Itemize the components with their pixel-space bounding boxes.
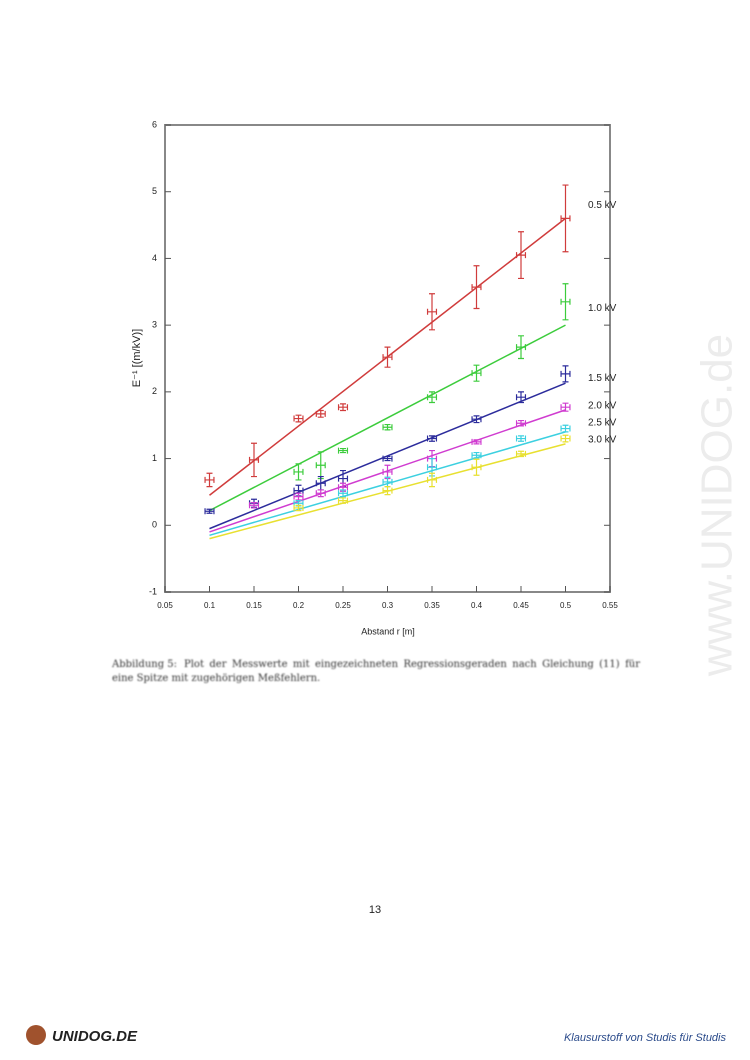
x-tick-label: 0.35 — [424, 601, 440, 610]
x-error-bar — [315, 462, 326, 469]
x-tick-label: 0.15 — [246, 601, 262, 610]
x-error-bar — [337, 404, 349, 411]
x-error-bar — [515, 435, 527, 442]
x-error-bar — [382, 487, 393, 494]
x-error-bar — [204, 476, 215, 483]
x-error-bar — [337, 490, 349, 497]
series-label: 1.0 kV — [588, 303, 617, 314]
x-tick-label: 0.05 — [157, 601, 173, 610]
x-tick-label: 0.2 — [293, 601, 305, 610]
x-error-bar — [204, 508, 215, 515]
regression-line — [209, 382, 566, 530]
x-error-bar — [471, 452, 482, 459]
y-tick-label: 5 — [152, 186, 157, 196]
series-label: 2.0 kV — [588, 401, 617, 412]
footer-logo: UNIDOG.DE — [52, 1028, 138, 1045]
y-tick-label: 2 — [152, 386, 157, 396]
watermark: www.UNIDOG.de — [693, 334, 742, 677]
x-error-bar — [293, 415, 304, 422]
x-error-bar — [471, 416, 482, 423]
x-error-bar — [293, 493, 304, 500]
x-error-bar — [560, 425, 571, 432]
x-error-bar — [426, 476, 438, 483]
x-error-bar — [382, 424, 393, 431]
series-label: 3.0 kV — [588, 435, 617, 446]
x-error-bar — [426, 435, 438, 442]
y-tick-label: 3 — [152, 320, 157, 330]
x-error-bar — [560, 215, 571, 222]
x-error-bar — [337, 497, 349, 504]
x-error-bar — [515, 450, 527, 457]
y-axis-label: E⁻¹ [(m/kV)] — [131, 329, 143, 387]
x-tick-label: 0.45 — [513, 601, 529, 610]
x-tick-label: 0.3 — [382, 601, 394, 610]
x-error-bar — [293, 487, 304, 494]
x-error-bar — [382, 468, 393, 475]
x-error-bar — [248, 502, 260, 509]
x-tick-label: 0.55 — [602, 601, 618, 610]
x-error-bar — [515, 344, 527, 351]
x-error-bar — [515, 252, 527, 259]
y-tick-label: -1 — [149, 586, 157, 596]
x-axis-label: Abstand r [m] — [361, 626, 415, 636]
x-error-bar — [426, 394, 438, 401]
series-label: 1.5 kV — [588, 373, 617, 384]
x-error-bar — [315, 480, 326, 487]
x-error-bar — [337, 475, 349, 482]
x-error-bar — [293, 504, 304, 511]
x-error-bar — [471, 284, 482, 291]
figure-caption: Abbildung 5: Plot der Messwerte mit einge… — [112, 658, 640, 686]
caption-text: Plot der Messwerte mit eingezeichneten R… — [112, 659, 640, 684]
x-error-bar — [560, 435, 571, 442]
y-tick-label: 4 — [152, 253, 157, 263]
x-error-bar — [315, 410, 326, 417]
x-error-bar — [293, 468, 304, 475]
x-error-bar — [515, 420, 527, 427]
caption-label: Abbildung 5: — [112, 659, 178, 670]
x-error-bar — [337, 447, 349, 454]
logo-icon — [26, 1025, 46, 1045]
series-label: 2.5 kV — [588, 418, 617, 429]
x-tick-label: 0.4 — [471, 601, 483, 610]
x-error-bar — [560, 404, 571, 411]
y-tick-label: 0 — [152, 520, 157, 530]
x-error-bar — [248, 456, 260, 463]
x-error-bar — [471, 464, 482, 471]
x-error-bar — [471, 438, 482, 445]
regression-line — [209, 324, 566, 512]
series-label: 0.5 kV — [588, 200, 617, 211]
x-tick-label: 0.1 — [204, 601, 216, 610]
x-error-bar — [426, 308, 438, 315]
y-tick-label: 1 — [152, 453, 157, 463]
x-error-bar — [315, 490, 326, 497]
x-error-bar — [382, 354, 393, 361]
x-error-bar — [471, 370, 482, 377]
x-error-bar — [515, 394, 527, 401]
x-error-bar — [560, 370, 571, 377]
page-number: 13 — [369, 904, 381, 916]
x-error-bar — [382, 455, 393, 462]
x-error-bar — [382, 478, 393, 485]
x-error-bar — [560, 298, 571, 305]
x-error-bar — [337, 484, 349, 491]
footer-slogan: Klausurstoff von Studis für Studis — [564, 1032, 727, 1044]
x-tick-label: 0.25 — [335, 601, 351, 610]
y-tick-label: 6 — [152, 119, 157, 129]
x-error-bar — [426, 464, 438, 471]
x-tick-label: 0.5 — [560, 601, 572, 610]
